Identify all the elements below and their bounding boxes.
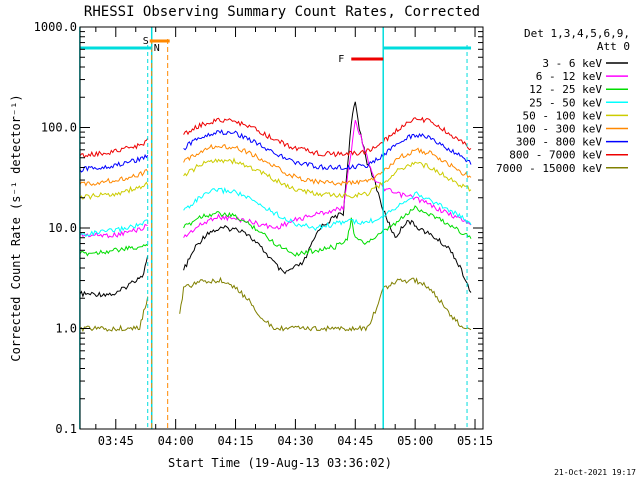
x-tick-label: 04:45 (337, 434, 373, 448)
flare-label: F (338, 54, 344, 65)
series-path (183, 187, 472, 231)
y-tick-label: 10.0 (48, 221, 77, 235)
legend-entry-label: 800 - 7000 keV (509, 149, 602, 162)
legend-entry-label: 7000 - 15000 keV (496, 162, 602, 175)
series-path (79, 223, 148, 239)
series-path (79, 181, 149, 201)
series-line (79, 101, 472, 298)
x-tick-label: 03:45 (98, 434, 134, 448)
series-path (183, 129, 472, 171)
series-path (79, 296, 149, 333)
legend-entry-label: 3 - 6 keV (542, 57, 602, 70)
y-tick-label: 1.0 (55, 322, 77, 336)
legend-entry-label: 100 - 300 keV (516, 123, 602, 136)
series-path (79, 153, 149, 173)
x-tick-label: 05:00 (397, 434, 433, 448)
series-path (183, 120, 472, 238)
legend-entry-label: 50 - 100 keV (523, 109, 603, 122)
series-path (179, 276, 472, 333)
series-line (79, 157, 472, 201)
x-tick-label: 04:00 (158, 434, 194, 448)
x-tick-label: 04:15 (217, 434, 253, 448)
series-line (79, 187, 472, 238)
series-path (79, 219, 148, 238)
series-path (183, 143, 472, 187)
series-line (79, 276, 472, 333)
plot-frame (79, 26, 484, 430)
chart-title: RHESSI Observing Summary Count Rates, Co… (84, 4, 480, 20)
footer-date: 21-Oct-2021 19:17 (554, 468, 636, 477)
y-axis-label: Corrected Count Rate (s⁻¹ detector⁻¹) (9, 94, 23, 361)
series-path (79, 243, 149, 257)
series-path (79, 138, 149, 159)
series-line (79, 116, 472, 159)
x-tick-label: 05:15 (457, 434, 493, 448)
series-path (183, 157, 472, 199)
series-line (79, 205, 472, 257)
legend-entry-label: 25 - 50 keV (529, 96, 602, 109)
x-axis-label: Start Time (19-Aug-13 03:36:02) (168, 456, 392, 470)
series-path (79, 168, 149, 187)
plot-area (79, 101, 472, 333)
axes: 0.1 1.0 10.0 100.0 1000.0 03:45 04:00 04:15 04:3… (34, 20, 493, 448)
y-tick-label: 100.0 (41, 121, 77, 135)
legend-header: Att 0 (597, 40, 630, 53)
series-path (183, 116, 472, 158)
y-tick-label: 1000.0 (34, 20, 77, 34)
legend-entry-label: 300 - 800 keV (516, 136, 602, 149)
series-path (183, 205, 472, 257)
saa-label: S (143, 36, 149, 47)
night-label: N (154, 43, 160, 54)
legend-entry-label: 6 - 12 keV (536, 70, 603, 83)
legend-header: Det 1,3,4,5,6,9, (524, 27, 630, 40)
series-line (79, 143, 472, 187)
legend-entry-label: 12 - 25 keV (529, 83, 602, 96)
series-line (79, 120, 472, 239)
y-tick-label: 0.1 (55, 422, 77, 436)
x-tick-label: 04:30 (277, 434, 313, 448)
series-path (79, 255, 149, 298)
series-path (183, 101, 472, 293)
series-line (79, 129, 472, 173)
